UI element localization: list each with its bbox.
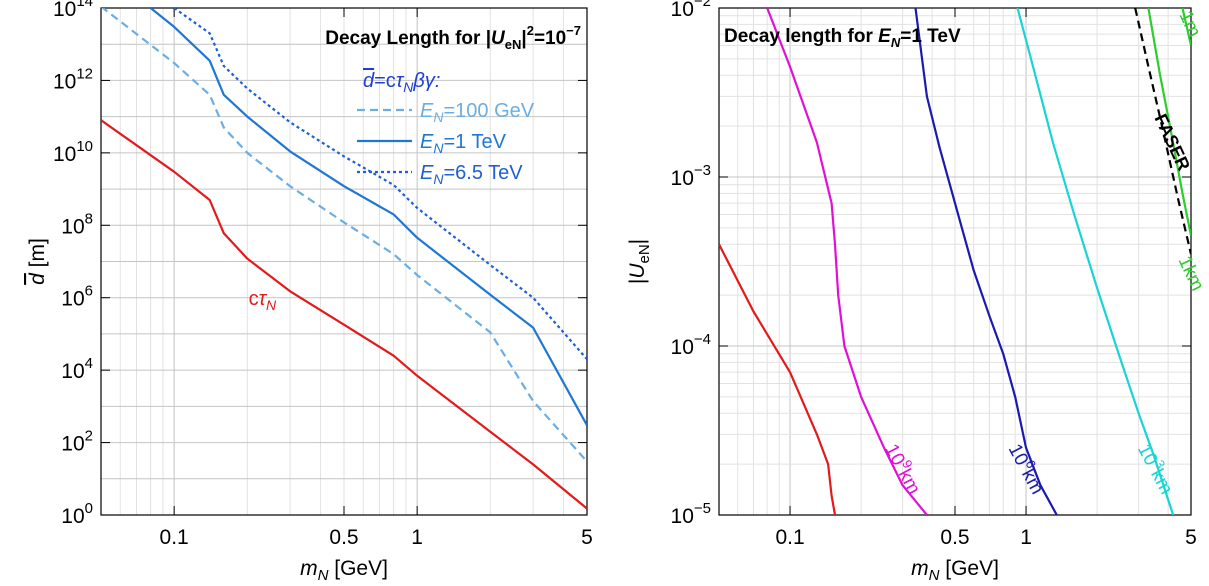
- x-tick-label: 0.1: [160, 526, 189, 549]
- x-tick-label: 5: [1185, 526, 1197, 549]
- series-line: [719, 243, 837, 515]
- x-tick-label: 0.5: [329, 526, 358, 549]
- y-tick-label: 10−4: [671, 331, 711, 359]
- label-1km: 1km: [1174, 253, 1208, 294]
- x-tick-label: 5: [581, 526, 593, 549]
- y-axis-label: |UeN|: [626, 239, 653, 284]
- series-group: [101, 8, 587, 510]
- x-axis-label: mN [GeV]: [911, 557, 999, 584]
- y-tick-label: 106: [61, 283, 93, 311]
- label-1m: 1m: [1175, 8, 1205, 41]
- y-tick-label: 104: [61, 355, 93, 383]
- series-line: [173, 8, 587, 360]
- mixing-vs-mass-chart: 0.1 0.5 1 5 10−5 10−4 10−3 10−2 mN [GeV] |UeN| Dec…: [626, 0, 1208, 584]
- x-tick-label: 1: [411, 526, 423, 549]
- y-tick-label: 10−3: [671, 162, 711, 190]
- series-line: [149, 8, 587, 426]
- x-axis-label: mN [GeV]: [300, 557, 388, 584]
- series-line: [766, 8, 928, 515]
- series-line: [101, 119, 587, 510]
- legend-label: EN=6.5 TeV: [420, 162, 523, 187]
- grid: [100, 7, 588, 516]
- series-line: [1147, 8, 1191, 236]
- legend-label: EN=100 GeV: [420, 100, 535, 125]
- y-tick-label: 100: [61, 500, 93, 528]
- series-line: [1134, 8, 1191, 255]
- x-tick-label: 0.1: [775, 526, 804, 549]
- series-line: [1181, 8, 1191, 46]
- chart-title: Decay length for EN=1 TeV: [724, 26, 961, 50]
- series-line: [914, 8, 1058, 515]
- legend-title: d=cτNβγ:: [363, 70, 440, 95]
- series-group: [719, 8, 1191, 515]
- chart-title: Decay Length for |UeN|2=10−7: [325, 23, 581, 52]
- legend-label: EN=1 TeV: [420, 131, 507, 156]
- label-10-3-km: 103km: [1133, 439, 1180, 498]
- legend: d=cτNβγ: EN=100 GeV EN=1 TeV EN=6.5 TeV: [357, 70, 535, 187]
- y-axis-label: d [m]: [26, 238, 49, 285]
- label-10-9-km: 109km: [880, 439, 927, 498]
- x-tick-label: 1: [1020, 526, 1032, 549]
- label-10-6-km: 106km: [1004, 439, 1051, 498]
- label-faser: FASER: [1151, 111, 1194, 174]
- y-tick-label: 1012: [53, 65, 93, 93]
- grid: [718, 7, 1192, 516]
- series-line: [1016, 8, 1175, 515]
- series-line: [101, 8, 587, 463]
- y-tick-label: 10−5: [671, 500, 711, 528]
- y-tick-label: 102: [61, 428, 93, 456]
- y-tick-label: 1014: [53, 0, 93, 21]
- x-tick-label: 0.5: [940, 526, 969, 549]
- y-tick-label: 10−2: [671, 0, 711, 21]
- y-tick-label: 1010: [53, 138, 93, 166]
- y-tick-label: 108: [61, 210, 93, 238]
- annotation-ctau: cτN: [249, 288, 277, 313]
- decay-length-vs-mass-chart: 0.1 0.5 1 5 100 102 104 106 108 1010 1012 1014 mN [G…: [26, 0, 593, 584]
